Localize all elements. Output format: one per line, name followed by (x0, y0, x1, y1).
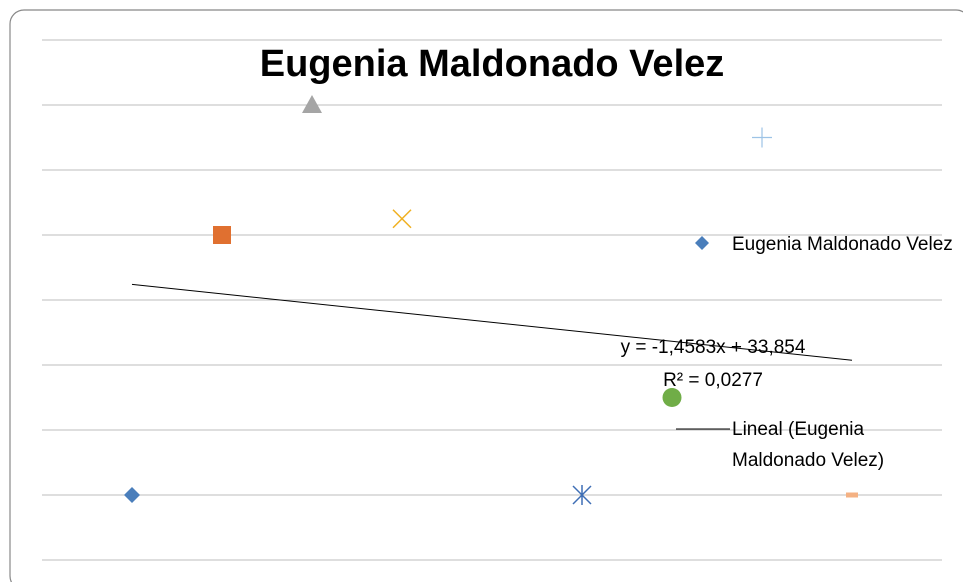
point (302, 95, 322, 113)
point (846, 492, 858, 498)
trend-equation: y = -1,4583x + 33,854 (621, 337, 806, 358)
point (213, 226, 231, 244)
trend-r2: R² = 0,0277 (663, 370, 763, 391)
trendline (131, 283, 853, 361)
chart-border (9, 9, 963, 582)
point (124, 487, 140, 503)
point (662, 388, 682, 407)
point (752, 127, 772, 148)
legend-label: Eugenia Maldonado Velez (732, 234, 953, 255)
legend-label: Lineal (Eugenia Maldonado Velez) (732, 419, 885, 471)
point (392, 209, 412, 229)
legend-marker (695, 236, 709, 250)
point (572, 485, 592, 505)
chart-title: Eugenia Maldonado Velez (260, 43, 725, 85)
